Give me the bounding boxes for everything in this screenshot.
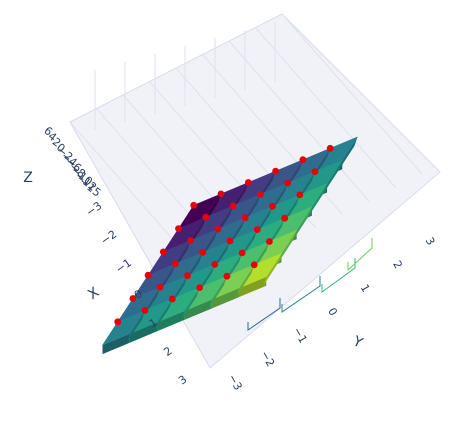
data-marker — [326, 144, 334, 152]
contour-line — [347, 238, 373, 272]
data-marker — [159, 248, 167, 256]
surface-riser — [184, 299, 212, 320]
y-tick-label: 1 — [358, 282, 373, 295]
data-marker — [299, 156, 307, 164]
surface-riser — [293, 206, 312, 240]
data-marker — [172, 260, 179, 268]
data-marker — [211, 260, 219, 268]
data-marker — [238, 249, 246, 257]
y-tick-label: −3 — [225, 372, 244, 393]
surface-riser — [211, 288, 239, 309]
z-axis-title: Z — [23, 170, 33, 186]
surface-riser — [129, 322, 158, 343]
z-tick-label: −15 — [77, 175, 103, 200]
data-marker — [199, 249, 207, 256]
surface-riser — [308, 183, 328, 216]
x-tick-label: 3 — [176, 373, 189, 388]
data-marker — [253, 226, 261, 234]
x-tick-label: −2 — [98, 228, 119, 248]
data-marker — [202, 213, 210, 221]
x-tick-label: −3 — [84, 199, 105, 219]
surface-riser — [278, 230, 297, 263]
data-marker — [229, 202, 237, 210]
data-marker — [281, 214, 288, 222]
grid-line — [228, 40, 370, 202]
contour-line — [281, 276, 321, 313]
contour-line — [247, 298, 281, 331]
data-marker — [223, 272, 231, 280]
y-tick-label: −2 — [258, 348, 277, 369]
surface-riser — [154, 299, 173, 332]
surface-riser — [208, 276, 227, 309]
data-marker — [226, 237, 234, 245]
data-marker — [214, 225, 222, 233]
grid-line — [255, 27, 396, 188]
data-marker — [168, 295, 176, 303]
surface-cell — [101, 309, 146, 346]
x-tick-label: 2 — [161, 344, 174, 359]
data-marker — [269, 202, 276, 210]
data-marker — [129, 295, 137, 302]
data-marker — [141, 307, 149, 314]
y-tick-label: −1 — [290, 325, 309, 346]
data-marker — [187, 237, 195, 244]
data-marker — [257, 191, 264, 198]
surface-riser — [339, 136, 358, 170]
data-marker — [296, 191, 304, 199]
surface-mesh — [101, 136, 359, 355]
surface-riser — [263, 253, 282, 286]
data-marker — [156, 283, 164, 291]
data-marker — [241, 214, 249, 222]
data-marker — [114, 318, 122, 326]
data-marker — [184, 272, 191, 280]
data-marker — [284, 179, 292, 187]
surface-riser — [181, 287, 200, 320]
surface-riser — [157, 310, 185, 332]
data-markers — [114, 144, 334, 326]
surface-riser — [126, 310, 145, 343]
contour-lines — [247, 238, 373, 331]
x-axis-title: X — [85, 284, 102, 303]
data-marker — [217, 190, 225, 198]
surface-riser — [324, 160, 343, 193]
y-axis-title: Y — [350, 333, 366, 352]
data-marker — [311, 168, 319, 176]
data-marker — [250, 261, 258, 269]
surface-riser — [102, 333, 130, 355]
data-marker — [175, 225, 182, 233]
y-tick-label: 2 — [390, 258, 405, 271]
y-tick-label: 0 — [325, 305, 340, 318]
y-tick-label: 3 — [423, 235, 438, 248]
data-marker — [144, 271, 152, 279]
surface-riser — [239, 276, 267, 298]
data-marker — [196, 284, 204, 291]
data-marker — [266, 238, 273, 245]
data-marker — [244, 179, 252, 186]
data-marker — [272, 167, 279, 175]
surface-riser — [236, 264, 255, 298]
data-marker — [190, 201, 198, 209]
grid-line — [281, 13, 423, 175]
x-tick-label: −1 — [113, 256, 134, 276]
